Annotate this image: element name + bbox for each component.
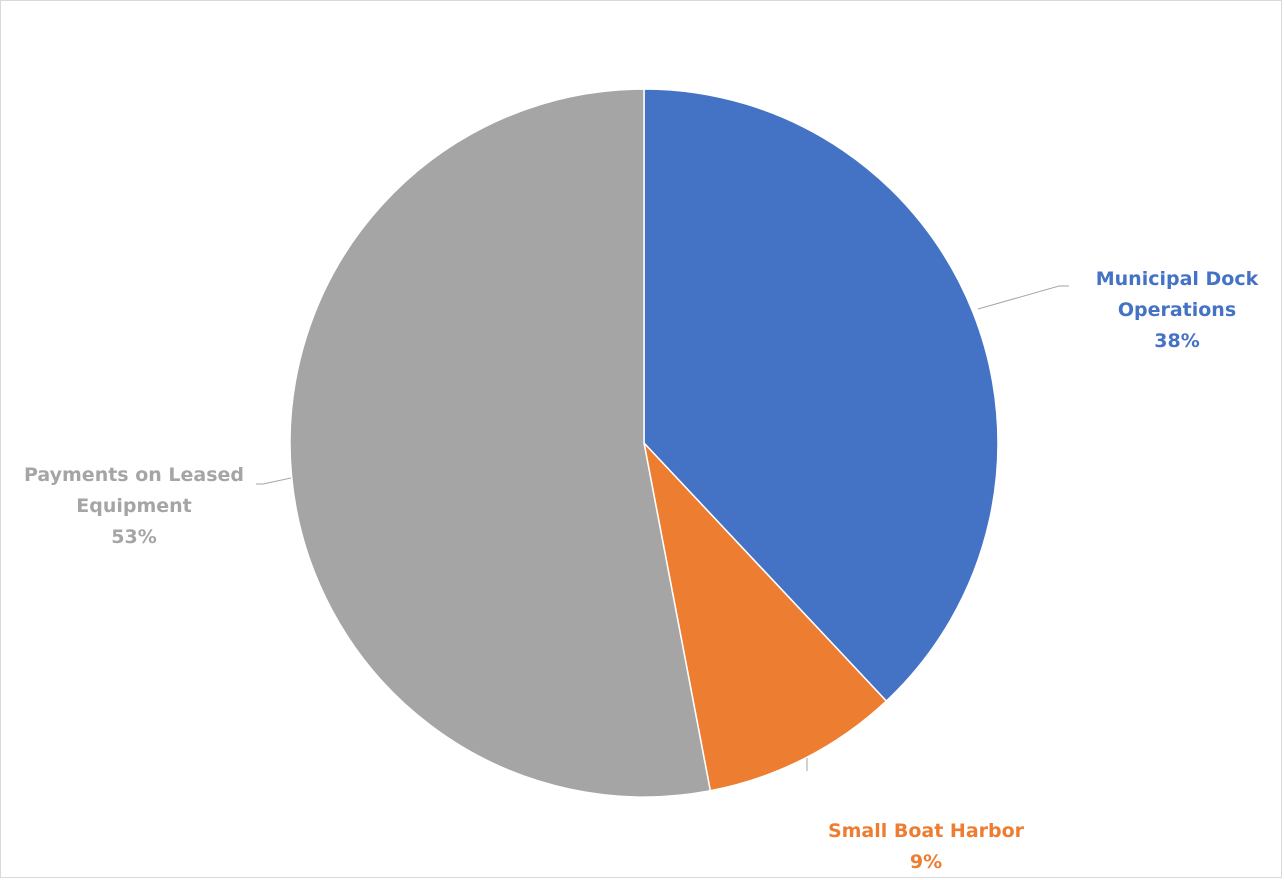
data-label-category-0: Operations [1118, 299, 1236, 321]
data-label-category-1: Small Boat Harbor [828, 820, 1025, 842]
pie-slice-1 [642, 440, 888, 792]
leader-line-0 [977, 285, 1069, 310]
leader-line-2 [256, 477, 292, 485]
data-label-category-2: Equipment [76, 495, 192, 517]
data-label-percent-1: 9% [910, 851, 942, 873]
data-label-category-0: Municipal Dock [1096, 268, 1259, 290]
data-label-percent-0: 38% [1154, 330, 1199, 352]
pie-slice-2 [289, 88, 712, 798]
data-label-category-2: Payments on Leased [24, 464, 244, 486]
pie-slice-0 [643, 88, 999, 703]
data-label-percent-2: 53% [111, 526, 156, 548]
